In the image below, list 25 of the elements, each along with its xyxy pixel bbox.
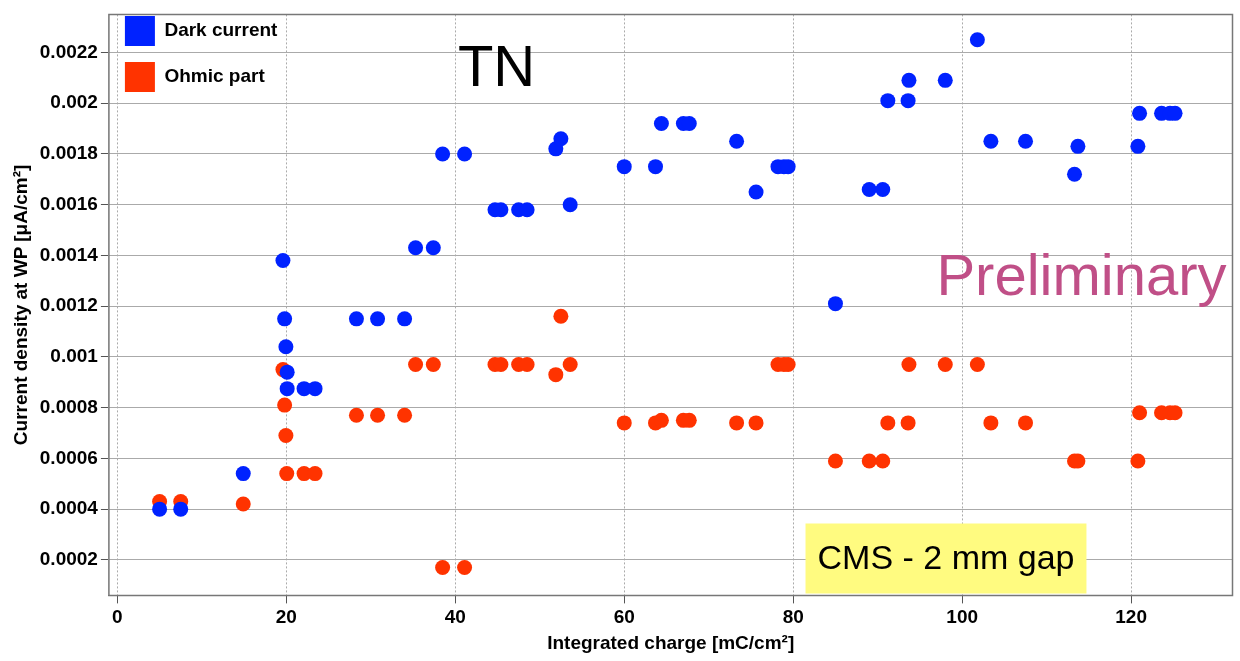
y-tick-label: 0.0002 — [39, 548, 98, 570]
y-tick-label: 0.0018 — [39, 142, 98, 164]
legend-label: Ohmic part — [164, 65, 266, 87]
x-tick-label: 60 — [613, 606, 635, 628]
y-tick-label: 0.0006 — [39, 446, 98, 468]
annotation: TN — [457, 33, 536, 99]
y-axis-title: Current density at WP [μA/cm²] — [9, 164, 31, 446]
x-tick-label: 20 — [275, 606, 297, 628]
y-tick-label: 0.0012 — [39, 294, 98, 316]
annotation: CMS - 2 mm gap — [817, 537, 1075, 576]
y-tick-label: 0.001 — [50, 345, 99, 367]
annotation: Preliminary — [936, 242, 1227, 308]
y-tick-label: 0.0008 — [39, 395, 98, 417]
legend-label: Dark current — [164, 19, 279, 41]
y-tick-label: 0.0022 — [39, 40, 98, 62]
x-tick-label: 80 — [782, 606, 804, 628]
y-tick-label: 0.0016 — [39, 192, 98, 214]
y-tick-label: 0.0004 — [39, 497, 99, 519]
x-tick-label: 100 — [946, 606, 979, 628]
y-tick-label: 0.0014 — [39, 243, 99, 265]
x-tick-label: 40 — [444, 606, 466, 628]
y-tick-label: 0.002 — [50, 91, 98, 113]
x-tick-label: 0 — [112, 606, 123, 628]
x-tick-label: 120 — [1115, 606, 1147, 628]
x-axis-title: Integrated charge [mC/cm²] — [547, 631, 795, 653]
